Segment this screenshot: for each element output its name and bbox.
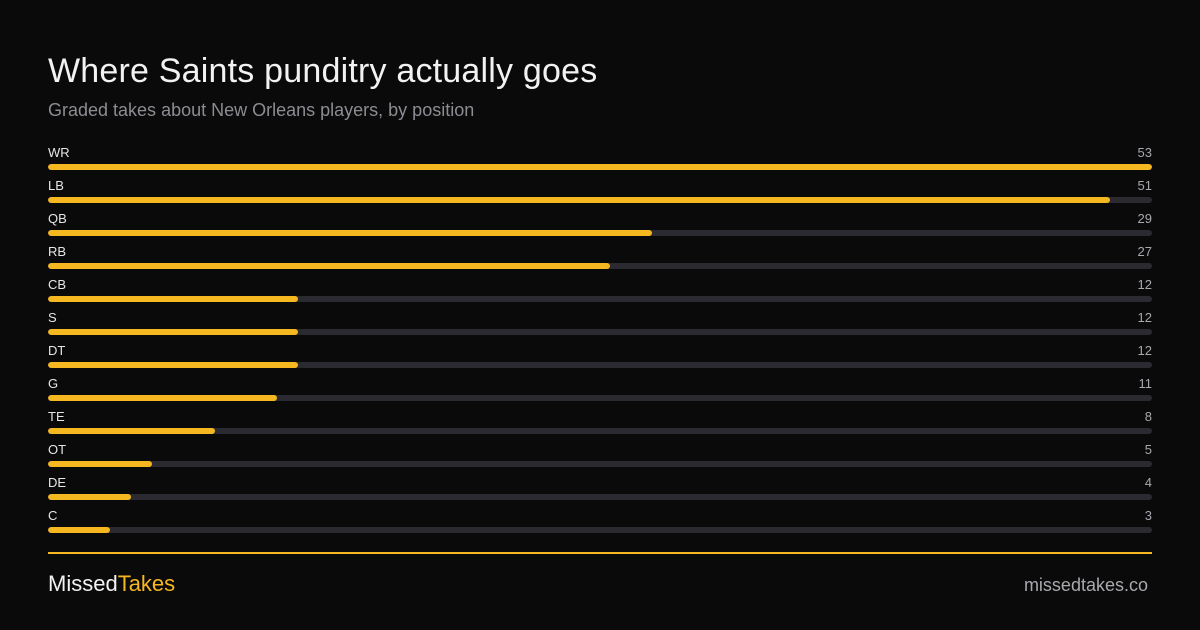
value-label: 29 xyxy=(1137,211,1152,226)
bar-row: G 11 xyxy=(48,374,1152,407)
brand-logo: MissedTakes xyxy=(48,571,175,597)
bar-fill xyxy=(48,494,132,500)
chart-subtitle: Graded takes about New Orleans players, … xyxy=(48,100,475,120)
chart-title: Where Saints punditry actually goes xyxy=(48,52,598,90)
value-label: 8 xyxy=(1144,409,1152,424)
category-label: RB xyxy=(48,244,67,259)
bar-fill xyxy=(48,164,1152,170)
bar-fill xyxy=(48,428,215,434)
brand-name-part1: Missed xyxy=(48,571,118,596)
bar-track xyxy=(48,329,1152,335)
bar-track xyxy=(48,263,1152,269)
category-label: DT xyxy=(48,343,66,358)
bar-row: S 12 xyxy=(48,308,1152,341)
bar-fill xyxy=(48,263,611,269)
bar-track xyxy=(48,296,1152,302)
category-label: QB xyxy=(48,211,67,226)
value-label: 12 xyxy=(1137,310,1152,325)
value-label: 27 xyxy=(1137,244,1152,259)
bar-track xyxy=(48,395,1152,401)
bar-fill xyxy=(48,527,111,533)
category-label: OT xyxy=(48,442,67,457)
bar-row: OT 5 xyxy=(48,440,1152,473)
bar-track xyxy=(48,362,1152,368)
bar-track xyxy=(48,428,1152,434)
bar-fill xyxy=(48,197,1111,203)
bar-row: DE 4 xyxy=(48,473,1152,506)
value-label: 3 xyxy=(1144,508,1152,523)
bar-row: RB 27 xyxy=(48,242,1152,275)
bar-fill xyxy=(48,230,653,236)
bar-track xyxy=(48,494,1152,500)
category-label: S xyxy=(48,310,57,325)
category-label: CB xyxy=(48,277,67,292)
bar-track xyxy=(48,197,1152,203)
bar-fill xyxy=(48,362,298,368)
bar-row: DT 12 xyxy=(48,341,1152,374)
bar-fill xyxy=(48,329,298,335)
bar-fill xyxy=(48,296,298,302)
value-label: 12 xyxy=(1137,343,1152,358)
bar-row: WR 53 xyxy=(48,143,1152,176)
bar-row: LB 51 xyxy=(48,176,1152,209)
category-label: DE xyxy=(48,475,67,490)
value-label: 11 xyxy=(1138,376,1153,391)
value-label: 4 xyxy=(1144,475,1152,490)
site-url: missedtakes.co xyxy=(1023,575,1148,595)
bar-track xyxy=(48,164,1152,170)
bar-row: CB 12 xyxy=(48,275,1152,308)
value-label: 53 xyxy=(1137,145,1152,160)
category-label: LB xyxy=(48,178,64,193)
bar-row: QB 29 xyxy=(48,209,1152,242)
bar-track xyxy=(48,461,1152,467)
category-label: C xyxy=(48,508,58,523)
value-label: 12 xyxy=(1137,277,1152,292)
brand-name-part2: Takes xyxy=(117,571,176,596)
bar-row: TE 8 xyxy=(48,407,1152,440)
value-label: 5 xyxy=(1144,442,1152,457)
bar-track xyxy=(48,230,1152,236)
category-label: G xyxy=(48,376,59,391)
value-label: 51 xyxy=(1137,178,1152,193)
category-label: WR xyxy=(48,145,70,160)
footer-divider xyxy=(48,552,1152,554)
bar-fill xyxy=(48,395,278,401)
category-label: TE xyxy=(48,409,65,424)
bar-chart: WR 53 LB 51 QB 29 RB 27 CB 12 S 12 DT 12 G 11 TE 8 OT 5 DE 4 C… xyxy=(48,143,1152,539)
bar-track xyxy=(48,527,1152,533)
bar-fill xyxy=(48,461,153,467)
